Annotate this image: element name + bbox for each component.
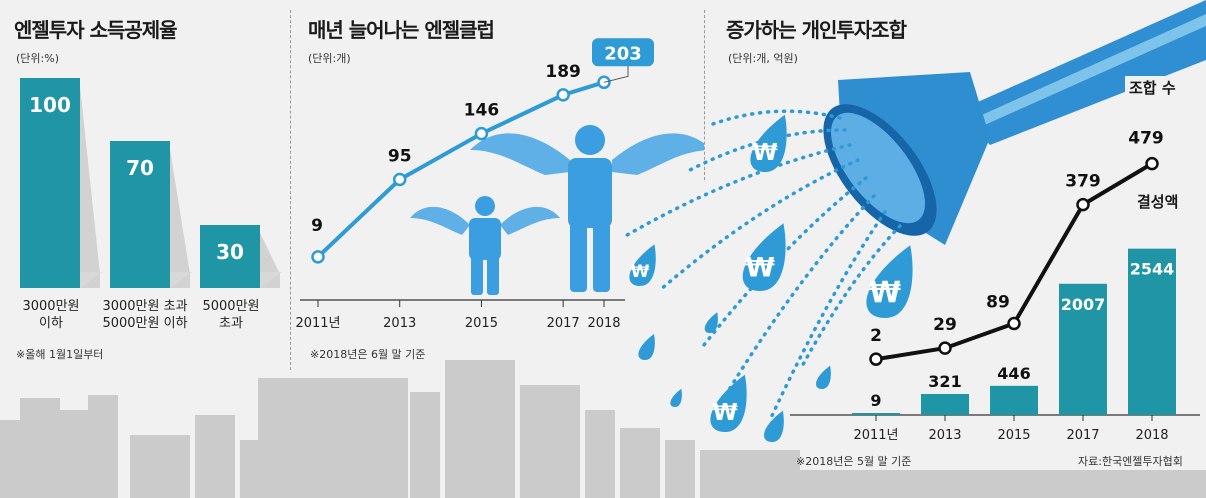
- bar-value-label: 446: [997, 364, 1030, 383]
- bar: [200, 225, 260, 288]
- bar-shadow: [80, 86, 100, 288]
- legend-count: 조합 수: [1125, 76, 1180, 99]
- data-point: [1076, 197, 1090, 212]
- panel1-note: ※올해 1월1일부터: [16, 348, 104, 361]
- panel3-title: 증가하는 개인투자조합: [726, 18, 907, 42]
- won-drop-icon: [629, 244, 656, 286]
- data-point: [1007, 316, 1021, 331]
- panel2-line-chart: 2011년 9 2013 95 2015 146 2017 189 2018 203: [295, 38, 704, 331]
- angel-large-illustration: [470, 125, 704, 292]
- point-value-label: 89: [986, 293, 1010, 313]
- point-value-label: 29: [933, 315, 957, 335]
- water-spray-stream: [728, 194, 876, 390]
- data-point: [1145, 156, 1159, 171]
- bar-value-label: 9: [870, 391, 881, 410]
- panel1-unit: (단위:%): [16, 52, 59, 65]
- bar-value-label: 2544: [1130, 260, 1175, 279]
- data-point: [311, 250, 325, 264]
- water-spray-stream: [620, 143, 852, 240]
- x-tick-label: 2013: [928, 428, 961, 443]
- won-drop-icon: [742, 223, 786, 291]
- panel2-title: 매년 늘어나는 엔젤클럽: [308, 18, 495, 42]
- source-credit: 자료:한국엔젤투자협회: [1078, 455, 1183, 468]
- bar-value-label: 30: [216, 240, 244, 264]
- water-spray-stream: [708, 109, 842, 127]
- panel1-category-1: 3000만원 이하: [22, 299, 80, 331]
- water-spray-stream: [798, 224, 902, 372]
- panel1-bar-chart: 100 70 30: [20, 78, 282, 288]
- won-sign-icon: ₩: [869, 276, 901, 310]
- bar: [20, 78, 80, 288]
- water-drop-icon: [764, 410, 784, 442]
- point-value-label: 189: [545, 62, 581, 82]
- point-value-label: 203: [604, 43, 642, 64]
- point-value-label: 9: [311, 216, 323, 236]
- callout-box: [592, 38, 654, 67]
- point-value-label: 379: [1065, 172, 1101, 192]
- x-tick-label: 2015: [465, 316, 498, 331]
- water-spray-stream: [658, 158, 860, 292]
- point-value-label: 2: [870, 326, 882, 346]
- x-tick-label: 2018: [587, 316, 620, 331]
- bar: [852, 413, 900, 415]
- panel3-note: ※2018년은 5월 말 기준: [796, 455, 912, 468]
- data-point: [474, 126, 489, 141]
- water-spray-stream: [768, 210, 887, 422]
- water-drop-icon: [670, 388, 682, 407]
- won-sign-icon: ₩: [745, 253, 775, 284]
- panel1-category-3: 5000만원 초과: [202, 299, 260, 331]
- bar-value-label: 70: [126, 156, 154, 180]
- point-value-label: 479: [1128, 129, 1164, 149]
- x-tick-label: 2011년: [295, 316, 340, 331]
- bar-value-label: 2007: [1061, 295, 1106, 314]
- x-tick-label: 2017: [1066, 428, 1099, 443]
- bar: [921, 394, 969, 415]
- point-value-label: 95: [388, 147, 412, 167]
- data-point: [938, 341, 952, 355]
- panel3-unit: (단위:개, 억원): [728, 52, 798, 65]
- won-sign-icon: ₩: [631, 262, 650, 282]
- panel-divider-1: [290, 10, 291, 370]
- angel-small-illustration: [410, 196, 560, 295]
- water-drop-icon: [704, 312, 718, 333]
- x-tick-label: 2017: [547, 316, 580, 331]
- panel2-note: ※2018년은 6월 말 기준: [310, 348, 426, 361]
- data-point: [556, 88, 570, 102]
- point-value-label: 146: [464, 101, 500, 121]
- bar: [1059, 283, 1107, 415]
- bar-shadow: [170, 149, 190, 288]
- x-tick-label: 2011년: [853, 428, 898, 443]
- won-drop-icon: [750, 114, 787, 172]
- won-drop-icon: [866, 245, 913, 318]
- panel1-category-2: 3000만원 초과 5000만원 이하: [102, 299, 188, 331]
- won-sign-icon: ₩: [712, 400, 738, 426]
- data-point: [869, 352, 883, 366]
- water-drop-icon: [638, 334, 655, 360]
- won-sign-icon: ₩: [752, 140, 778, 166]
- won-drop-icon: [710, 374, 747, 432]
- legend-amount: 결성액: [1133, 190, 1183, 213]
- data-point: [392, 172, 407, 187]
- bar: [990, 385, 1038, 415]
- panel1-title: 엔젤투자 소득공제율: [14, 18, 178, 42]
- x-tick-label: 2013: [383, 316, 416, 331]
- bar-value-label: 321: [928, 372, 961, 391]
- bar: [1128, 248, 1176, 415]
- water-drop-icon: [816, 365, 831, 389]
- x-tick-label: 2015: [997, 428, 1030, 443]
- panel2-unit: (단위:개): [308, 52, 351, 65]
- x-tick-label: 2018: [1135, 428, 1168, 443]
- bar: [110, 141, 170, 288]
- bar-value-label: 100: [29, 93, 71, 117]
- panel-divider-2: [704, 10, 705, 180]
